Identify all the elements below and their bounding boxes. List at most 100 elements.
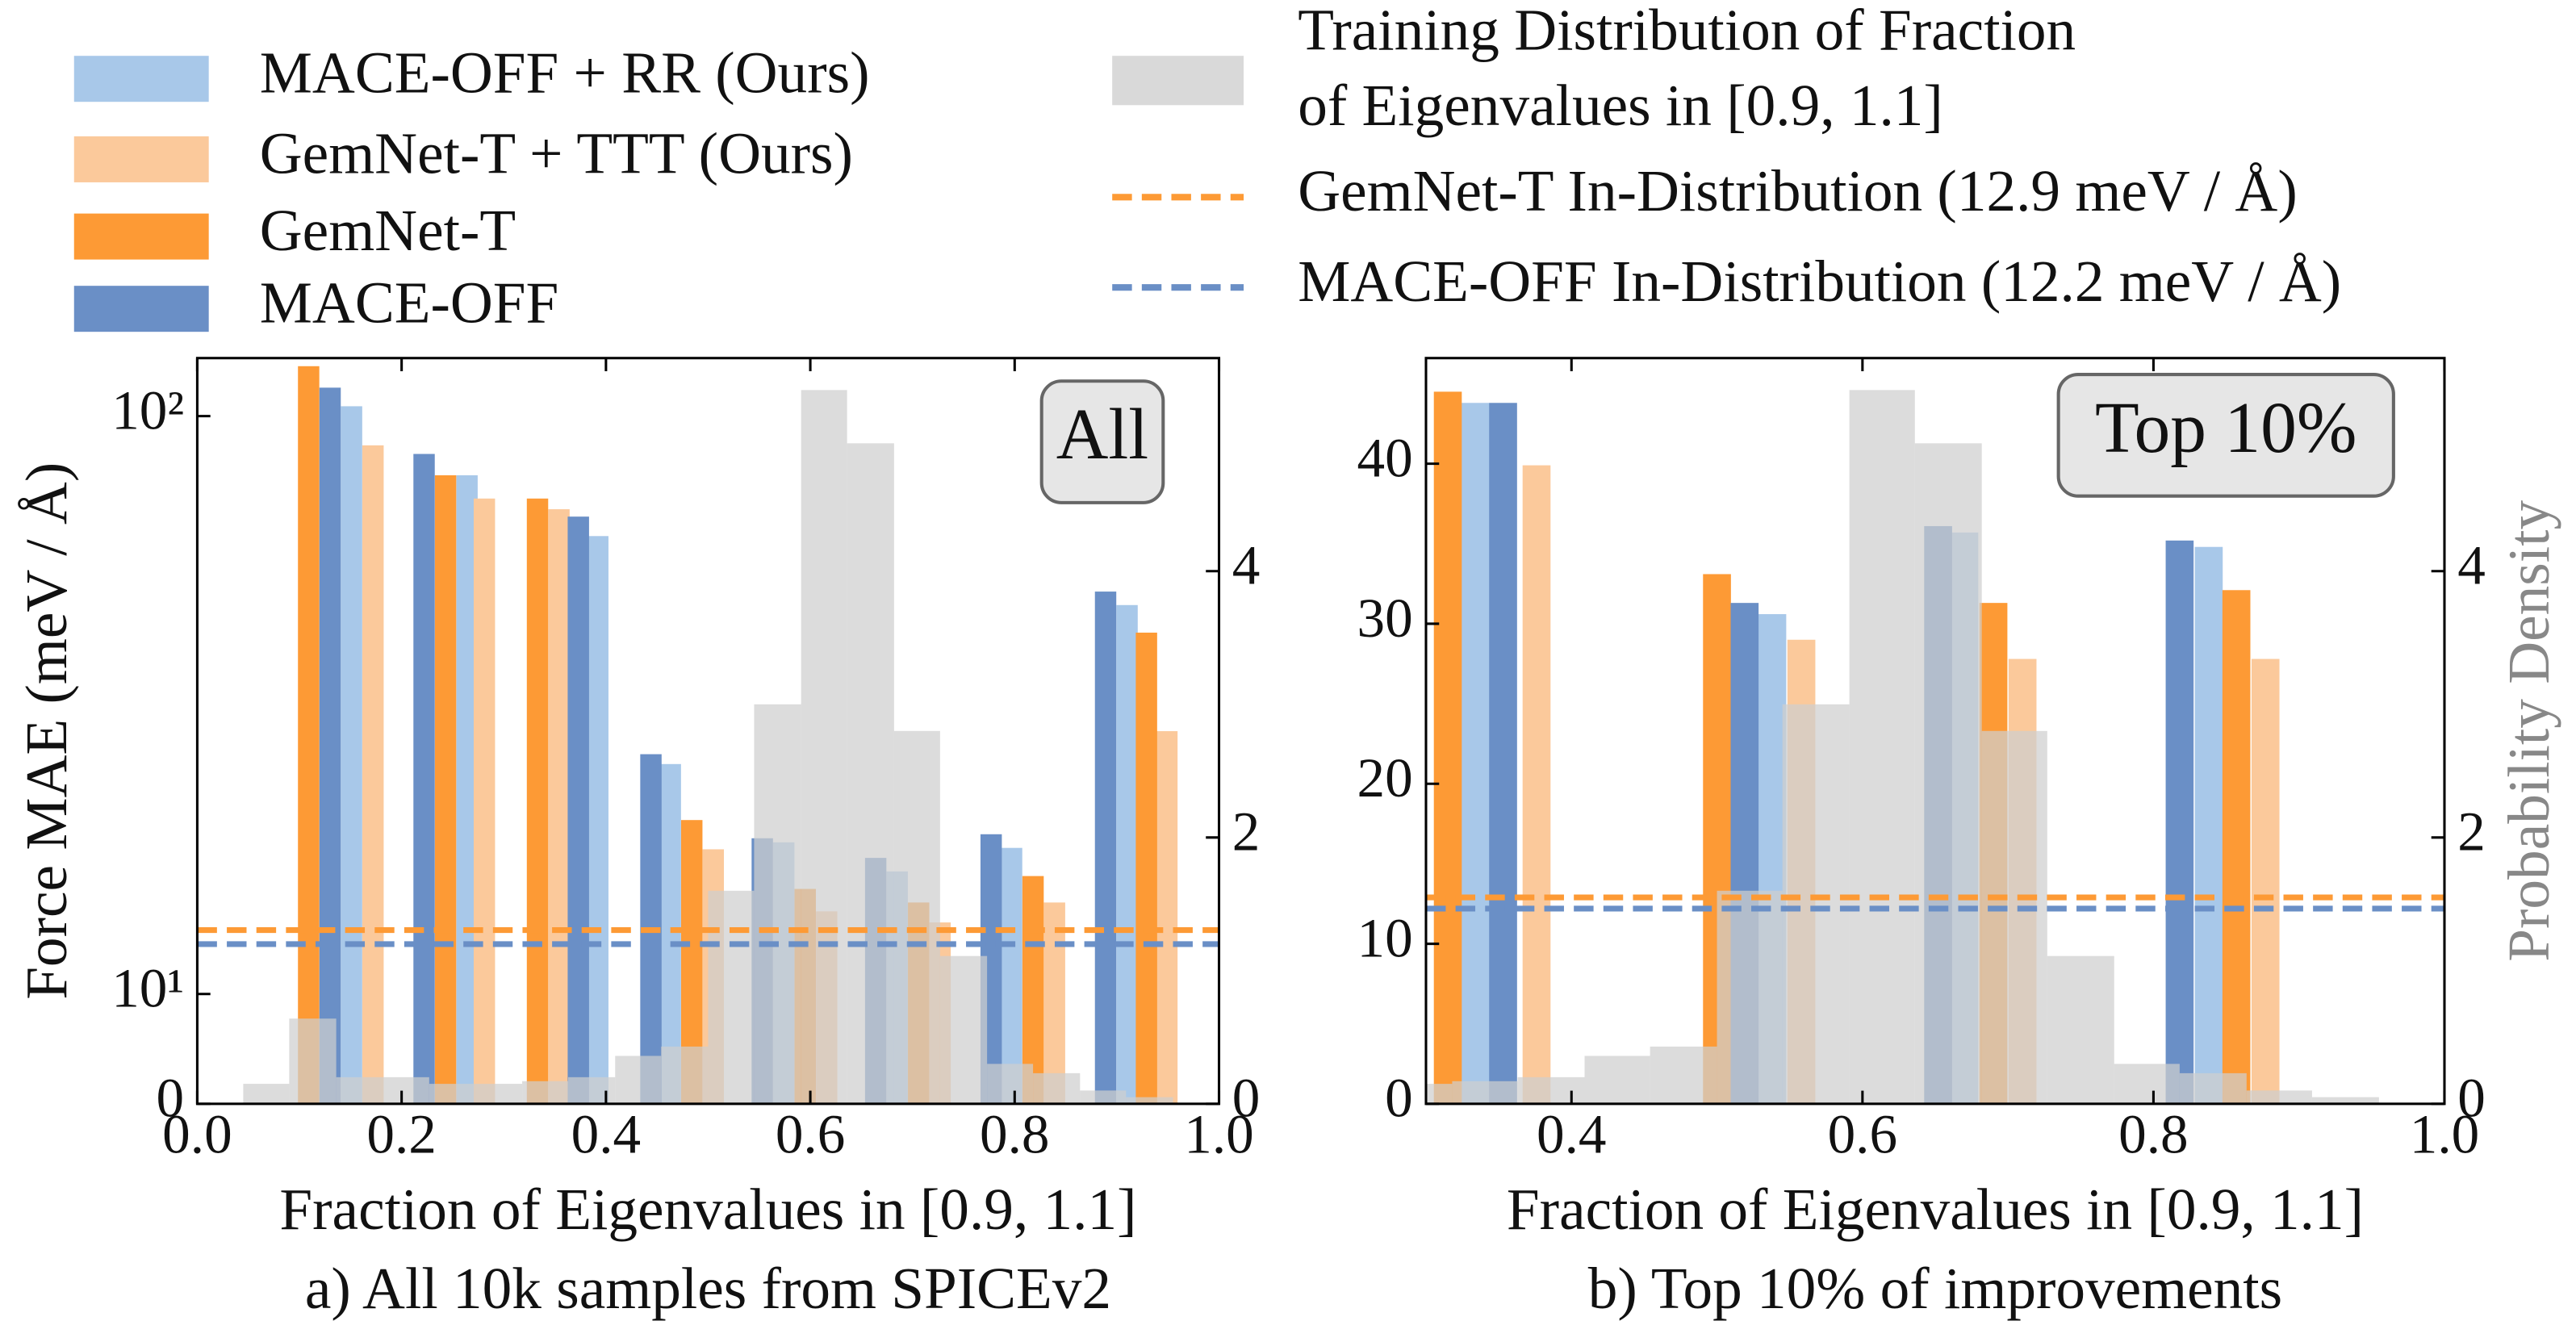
histogram-bar xyxy=(2246,1090,2312,1104)
y-tick-label: 0 xyxy=(1385,1067,1413,1129)
caption: b) Top 10% of improvements xyxy=(1588,1256,2282,1321)
legend-label: MACE-OFF In-Distribution (12.2 meV / Å) xyxy=(1298,249,2341,314)
bar xyxy=(1135,632,1157,1104)
histogram-bar xyxy=(1981,730,2047,1104)
bar xyxy=(298,366,320,1104)
legend-swatch xyxy=(73,136,209,182)
y2-axis-label: Probability Density xyxy=(2496,500,2561,962)
legend-label: MACE-OFF + RR (Ours) xyxy=(260,40,870,106)
legend-label: GemNet-T + TTT (Ours) xyxy=(260,120,853,186)
bar xyxy=(1094,592,1117,1104)
histogram-bar xyxy=(1914,443,1982,1104)
x-axis-label: Fraction of Eigenvalues in [0.9, 1.1] xyxy=(1507,1177,2364,1242)
bar xyxy=(526,498,549,1104)
y2-tick-label: 0 xyxy=(1232,1067,1261,1129)
histogram-bar xyxy=(475,1084,523,1104)
histogram-bar xyxy=(568,1077,616,1104)
bar xyxy=(567,516,589,1104)
plot-area xyxy=(197,366,1219,1104)
bar xyxy=(1116,604,1138,1104)
histogram-bar xyxy=(336,1077,383,1104)
y-tick-label: 10 xyxy=(1357,906,1413,968)
x-tick-label: 0.2 xyxy=(366,1103,436,1165)
legend-label: GemNet-T In-Distribution (12.9 meV / Å) xyxy=(1298,158,2298,224)
bar xyxy=(341,406,362,1104)
histogram-bar xyxy=(708,890,755,1104)
x-tick-label: 1.0 xyxy=(2410,1103,2479,1165)
legend-swatch xyxy=(73,213,209,260)
y-tick-label: 20 xyxy=(1357,746,1413,809)
y-tick-label: 40 xyxy=(1357,426,1413,488)
annotation-box xyxy=(1039,379,1165,504)
bar xyxy=(1043,902,1065,1104)
histogram-bar xyxy=(429,1084,475,1104)
x-tick-label: 1.0 xyxy=(1184,1103,1253,1165)
bar xyxy=(2165,540,2194,1104)
x-tick-label: 0.6 xyxy=(776,1103,845,1165)
histogram-bar xyxy=(1650,1046,1717,1104)
x-tick-label: 0.8 xyxy=(980,1103,1049,1165)
histogram-bar xyxy=(987,1064,1034,1104)
histogram-bar xyxy=(1033,1072,1081,1104)
histogram-bar xyxy=(382,1077,429,1104)
histogram-bar xyxy=(754,704,801,1104)
histogram-bar xyxy=(615,1056,662,1104)
y2-tick-label: 2 xyxy=(1232,801,1261,863)
bar xyxy=(2222,590,2251,1104)
bar xyxy=(548,509,570,1104)
y-tick-label: 0 xyxy=(157,1067,185,1129)
plot-area xyxy=(1252,390,2444,1104)
legend-label: GemNet-T xyxy=(260,198,516,263)
y2-tick-label: 0 xyxy=(2457,1067,2486,1129)
histogram-bar xyxy=(1425,1084,1453,1104)
x-tick-label: 0.0 xyxy=(162,1103,232,1165)
bar xyxy=(362,445,384,1104)
x-tick-label: 0.6 xyxy=(1828,1103,1897,1165)
histogram-bar xyxy=(939,955,988,1104)
histogram-bar xyxy=(893,730,940,1104)
histogram-bar xyxy=(243,1084,290,1104)
bar xyxy=(1489,403,1517,1104)
histogram-bar xyxy=(1080,1090,1127,1104)
annotation: All xyxy=(1056,395,1148,475)
bar xyxy=(1433,391,1462,1104)
histogram-bar xyxy=(1782,704,1850,1104)
legend-swatch xyxy=(73,56,209,102)
histogram-bar xyxy=(522,1081,569,1104)
histogram-bar xyxy=(2047,955,2114,1104)
bar xyxy=(2251,658,2280,1104)
legend-swatch xyxy=(73,286,209,332)
y2-tick-label: 2 xyxy=(2457,801,2486,863)
histogram-bar xyxy=(1717,890,1783,1104)
bar xyxy=(434,475,457,1104)
x-axis-label: Fraction of Eigenvalues in [0.9, 1.1] xyxy=(279,1177,1136,1242)
histogram-bar xyxy=(1452,1081,1518,1104)
x-tick-label: 0.4 xyxy=(1537,1103,1606,1165)
y-axis-label: Force MAE (meV / Å) xyxy=(14,462,79,1000)
annotation: Top 10% xyxy=(2095,388,2357,468)
x-tick-label: 0.8 xyxy=(2118,1103,2188,1165)
bar xyxy=(2194,546,2223,1104)
y-tick-label: 30 xyxy=(1357,587,1413,649)
histogram-bar xyxy=(2114,1064,2180,1104)
histogram-bar xyxy=(1126,1097,1173,1104)
annotation-box xyxy=(2056,373,2395,498)
histogram-bar xyxy=(1517,1077,1585,1104)
caption: a) All 10k samples from SPICEv2 xyxy=(305,1256,1111,1321)
legend: MACE-OFF + RR (Ours) GemNet-T + TTT (Ours… xyxy=(73,0,2341,335)
histogram-bar xyxy=(2179,1072,2247,1104)
y-tick-label: 10² xyxy=(111,378,184,441)
axes-frame xyxy=(1424,357,2446,1106)
bar xyxy=(1522,465,1551,1104)
histogram-bar xyxy=(1849,390,1915,1104)
legend-label: Training Distribution of Fraction xyxy=(1298,0,2076,63)
histogram-bar xyxy=(1252,1077,1319,1104)
bar xyxy=(1156,731,1178,1104)
histogram-bar xyxy=(847,443,894,1104)
legend-label: MACE-OFF xyxy=(260,270,558,335)
x-tick-label: 0.4 xyxy=(571,1103,641,1165)
legend-swatch xyxy=(1112,56,1244,106)
y2-tick-label: 4 xyxy=(1232,534,1261,596)
